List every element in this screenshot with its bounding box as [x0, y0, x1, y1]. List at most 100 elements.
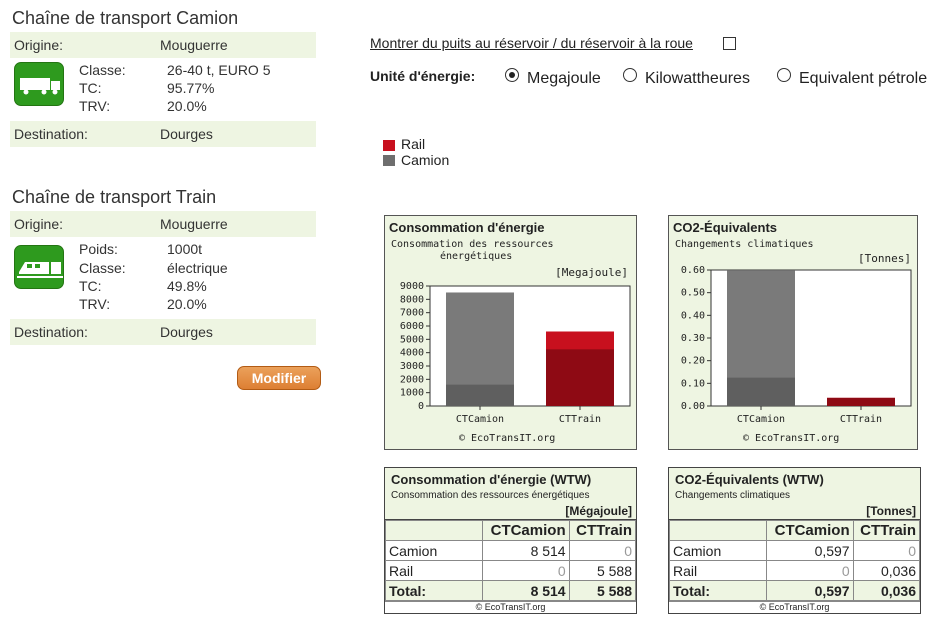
table-cell — [669, 520, 767, 541]
table-cell: 0 — [482, 560, 570, 581]
x-tick-label: CTTrain — [559, 414, 601, 425]
chart-title: CO2-Équivalents — [673, 220, 778, 235]
y-tick-label: 0.50 — [681, 288, 705, 299]
x-tick-label: CTCamion — [737, 414, 785, 425]
radio-oil-equivalent[interactable] — [777, 68, 791, 82]
well-to-wheel-link[interactable]: Montrer du puits au réservoir / du réser… — [370, 35, 693, 51]
table-cell: 5 588 — [568, 580, 637, 601]
table-cell: 0,036 — [852, 580, 921, 601]
modify-button[interactable]: Modifier — [237, 366, 321, 390]
train-icon — [14, 245, 64, 289]
chart-unit: [Megajoule] — [555, 266, 628, 279]
radio-kilowatthours[interactable] — [623, 68, 637, 82]
table-cell: 0,597 — [766, 580, 854, 601]
train-destination-value: Dourges — [160, 324, 213, 340]
y-tick-label: 9000 — [400, 281, 424, 292]
chart-subtitle: Consommation des ressources — [391, 239, 554, 250]
table-row: Camion 8 514 0 — [385, 540, 637, 561]
truck-chain-title: Chaîne de transport Camion — [12, 8, 239, 28]
truck-detail-value: 95.77% — [167, 80, 215, 96]
table-total-row: Total: 8 514 5 588 — [385, 580, 637, 601]
table-cell — [385, 520, 483, 541]
table-col-header: CTCamion — [766, 520, 854, 541]
train-origin-label: Origine: — [14, 216, 64, 232]
table-grid: CTCamion CTTrain Camion 0,597 0 Rail 0 0… — [669, 520, 921, 601]
truck-detail-value: 26-40 t, EURO 5 — [167, 62, 271, 78]
train-detail-label: Classe: — [79, 260, 126, 276]
table-row-label: Rail — [669, 560, 767, 581]
radio-kilowatthours-label[interactable]: Kilowattheures — [645, 70, 750, 87]
table-header: CO2-Équivalents (WTW) Changements climat… — [669, 468, 920, 520]
train-destination-label: Destination: — [14, 324, 88, 340]
truck-detail-label: TRV: — [79, 98, 111, 114]
y-tick-label: 6000 — [400, 321, 424, 332]
table-row: CTCamion CTTrain — [385, 520, 637, 541]
table-row: Camion 0,597 0 — [669, 540, 921, 561]
table-subtitle: Consommation des ressources énergétiques — [391, 490, 590, 501]
table-copyright: © EcoTransIT.org — [669, 601, 920, 613]
table-row: Rail 0 0,036 — [669, 560, 921, 581]
y-tick-label: 0.30 — [681, 333, 705, 344]
truck-destination-value: Dourges — [160, 126, 213, 142]
train-detail-label: Poids: — [79, 241, 118, 257]
y-tick-label: 0.20 — [681, 356, 705, 367]
co2-chart-panel: CO2-Équivalents Changements climatiques … — [668, 215, 918, 450]
x-tick-label: CTTrain — [840, 414, 882, 425]
table-row: CTCamion CTTrain — [669, 520, 921, 541]
train-detail-label: TRV: — [79, 296, 111, 312]
chart-subtitle: énergétiques — [440, 251, 513, 262]
y-tick-label: 1000 — [400, 388, 424, 399]
table-title: CO2-Équivalents (WTW) — [675, 472, 824, 487]
table-row-label: Rail — [385, 560, 483, 581]
train-detail-value: 1000t — [167, 241, 203, 257]
table-cell: 0 — [568, 540, 637, 561]
table-row-label: Camion — [669, 540, 767, 561]
table-col-header: CTTrain — [568, 520, 637, 541]
table-title: Consommation d'énergie (WTW) — [391, 472, 592, 487]
table-cell: 0 — [852, 540, 921, 561]
table-subtitle: Changements climatiques — [675, 490, 791, 501]
y-tick-label: 4000 — [400, 348, 424, 359]
table-cell: 5 588 — [568, 560, 637, 581]
legend-swatch-rail — [383, 140, 395, 151]
radio-oil-equivalent-label[interactable]: Equivalent pétrole — [799, 70, 928, 87]
y-tick-label: 0 — [418, 401, 424, 412]
train-destination-row: Destination: Dourges — [10, 319, 316, 345]
chart-copyright: © EcoTransIT.org — [459, 433, 556, 444]
truck-destination-row: Destination: Dourges — [10, 121, 316, 147]
legend-swatch-truck — [383, 155, 395, 166]
co2-wtw-table: CO2-Équivalents (WTW) Changements climat… — [668, 467, 921, 614]
table-unit: [Tonnes] — [866, 504, 916, 518]
y-tick-label: 2000 — [400, 374, 424, 385]
chart-title: Consommation d'énergie — [389, 220, 545, 235]
table-total-label: Total: — [669, 580, 767, 601]
legend-label-rail: Rail — [401, 136, 426, 152]
train-detail-value: 20.0% — [167, 296, 207, 312]
well-to-wheel-checkbox[interactable] — [723, 37, 736, 50]
table-col-header: CTCamion — [482, 520, 570, 541]
radio-megajoule[interactable] — [505, 68, 519, 82]
truck-destination-label: Destination: — [14, 126, 88, 142]
bar-segment-rail — [827, 397, 895, 406]
table-cell: 0 — [766, 560, 854, 581]
truck-detail-label: TC: — [79, 80, 102, 96]
truck-icon — [14, 62, 64, 106]
bar-segment-camion — [727, 377, 795, 406]
table-unit: [Mégajoule] — [565, 504, 632, 518]
truck-detail-label: Classe: — [79, 62, 126, 78]
table-header: Consommation d'énergie (WTW) Consommatio… — [385, 468, 636, 520]
y-tick-label: 5000 — [400, 334, 424, 345]
train-chain-title: Chaîne de transport Train — [12, 187, 217, 207]
chart-copyright: © EcoTransIT.org — [743, 433, 840, 444]
table-cell: 8 514 — [482, 540, 570, 561]
x-tick-label: CTCamion — [456, 414, 504, 425]
train-detail-label: TC: — [79, 278, 102, 294]
y-tick-label: 0.60 — [681, 265, 705, 276]
truck-origin-label: Origine: — [14, 37, 64, 53]
y-tick-label: 7000 — [400, 308, 424, 319]
table-cell: 0,597 — [766, 540, 854, 561]
table-cell: 0,036 — [852, 560, 921, 581]
y-tick-label: 0.00 — [681, 401, 705, 412]
radio-megajoule-label[interactable]: Megajoule — [527, 70, 601, 87]
table-cell: 8 514 — [482, 580, 570, 601]
